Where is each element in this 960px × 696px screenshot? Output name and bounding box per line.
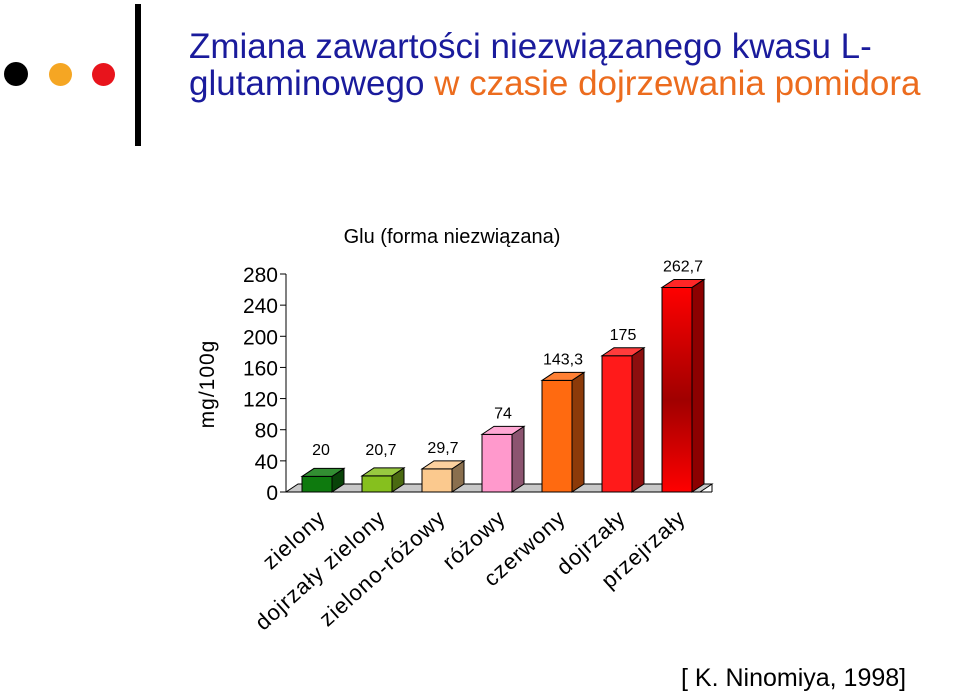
bullet-dot-orange (49, 63, 72, 86)
bar-3 (420, 459, 466, 493)
bar-front (301, 475, 333, 493)
bar-front (361, 475, 393, 493)
bar-7 (660, 278, 706, 493)
bar-side (511, 425, 525, 493)
slide-title-part1: Zmiana zawartości niezwiązanego kwasu L-… (189, 27, 872, 103)
bar-top (660, 278, 706, 288)
bar-5 (540, 371, 586, 493)
bar-top (300, 467, 346, 477)
value-label-5: 143,3 (543, 351, 583, 368)
slide-title-part2: w czasie dojrzewania pomidora (424, 64, 921, 103)
chart-title: Glu (forma niezwiązana) (344, 226, 561, 248)
bar-front (661, 286, 693, 493)
y-axis-label: mg/100g (196, 340, 219, 429)
bar-front (601, 355, 633, 493)
value-label-4: 74 (494, 405, 512, 422)
bar-front (481, 433, 513, 493)
bar-6 (600, 346, 646, 493)
bar-top (360, 467, 406, 477)
value-labels: 20 20,7 29,7 74 143,3 175 262,7 (312, 258, 703, 459)
y-tick-label: 200 (243, 326, 278, 349)
y-tick-label: 240 (243, 295, 278, 318)
bar-side (571, 371, 585, 493)
bar-top (600, 347, 646, 357)
value-label-7: 262,7 (663, 258, 703, 275)
bar-side (631, 346, 645, 493)
citation: [ K. Ninomiya, 1998] (681, 664, 907, 692)
bullet-dot-black (4, 62, 28, 86)
y-tick-label: 280 (243, 264, 278, 287)
y-tick-label: 120 (243, 389, 278, 412)
bar-2 (360, 466, 406, 493)
bar-top (540, 371, 586, 381)
bullet-dot-red (92, 63, 115, 86)
bar-top (480, 425, 526, 435)
y-tick-label: 80 (255, 420, 278, 443)
title-separator-bar (135, 4, 141, 146)
y-tick-label: 40 (255, 451, 278, 474)
bar-front (541, 379, 573, 493)
value-label-6: 175 (610, 327, 637, 344)
bar-front (421, 468, 453, 493)
bars (300, 278, 706, 493)
slide-title: Zmiana zawartości niezwiązanego kwasu L-… (189, 28, 959, 102)
y-tick-label: 0 (266, 482, 278, 505)
y-tick-label: 160 (243, 357, 278, 380)
bar-4 (480, 425, 526, 493)
bar-top (420, 460, 466, 470)
value-label-2: 20,7 (365, 442, 396, 459)
bar-1 (300, 467, 346, 493)
bar-side (691, 278, 705, 493)
y-axis: 0 40 80 120 160 200 240 280 (243, 264, 287, 505)
value-label-1: 20 (312, 442, 330, 459)
value-label-3: 29,7 (427, 440, 458, 457)
